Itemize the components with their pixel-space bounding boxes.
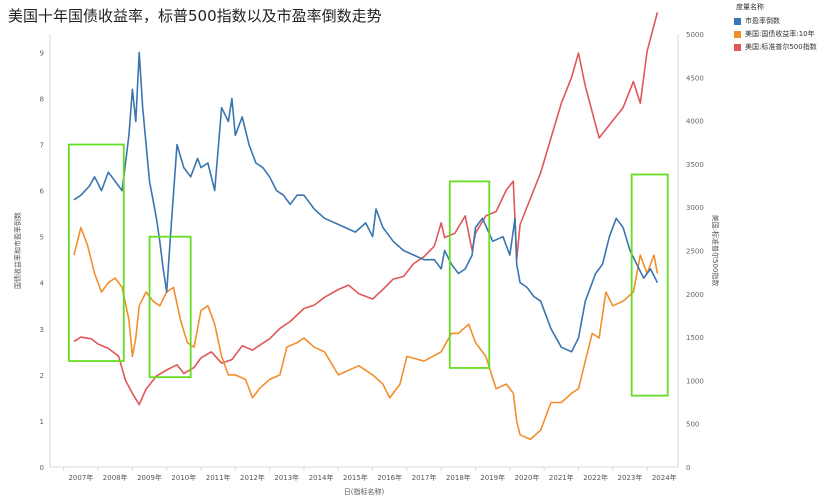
x-axis-title: 日(指标名称) bbox=[344, 487, 385, 496]
right-tick-label: 4500 bbox=[686, 74, 704, 82]
series-line-sp500 bbox=[73, 12, 659, 406]
left-tick-label: 9 bbox=[40, 49, 44, 57]
x-tick-label: 2013年 bbox=[274, 473, 299, 482]
highlight-box bbox=[148, 235, 192, 379]
right-tick-label: 2500 bbox=[686, 248, 704, 256]
legend: 度量名称 市盈率倒数 美国:国债收益率:10年 美国:标准普尔500指数 bbox=[734, 2, 828, 55]
legend-swatch-treasury-10y bbox=[734, 30, 741, 38]
left-tick-label: 3 bbox=[40, 326, 44, 334]
x-tick-label: 2016年 bbox=[377, 473, 402, 482]
x-tick-label: 2011年 bbox=[206, 473, 231, 482]
right-axis-title: 美国:标准普尔500指数 bbox=[711, 215, 720, 287]
right-tick-label: 500 bbox=[686, 421, 699, 429]
x-tick-label: 2018年 bbox=[446, 473, 471, 482]
x-tick-label: 2017年 bbox=[412, 473, 437, 482]
right-tick-label: 2000 bbox=[686, 291, 704, 299]
highlight-box bbox=[630, 173, 669, 397]
left-tick-label: 4 bbox=[40, 280, 45, 288]
right-tick-label: 3500 bbox=[686, 161, 704, 169]
x-tick-label: 2015年 bbox=[343, 473, 368, 482]
right-tick-label: 1500 bbox=[686, 334, 704, 342]
x-tick-label: 2007年 bbox=[68, 473, 93, 482]
left-tick-label: 1 bbox=[40, 418, 44, 426]
x-tick-label: 2021年 bbox=[549, 473, 574, 482]
x-tick-label: 2022年 bbox=[583, 473, 608, 482]
series-line-treasury-10y bbox=[73, 226, 659, 441]
legend-item-treasury-10y[interactable]: 美国:国债收益率:10年 bbox=[734, 29, 828, 39]
x-tick-label: 2019年 bbox=[480, 473, 505, 482]
highlight-box bbox=[448, 180, 491, 369]
left-tick-label: 6 bbox=[40, 188, 45, 196]
legend-label-sp500: 美国:标准普尔500指数 bbox=[745, 43, 817, 51]
chart-title: 美国十年国债收益率，标普500指数以及市盈率倒数走势 bbox=[8, 7, 382, 25]
left-tick-label: 2 bbox=[40, 372, 44, 380]
x-tick-label: 2012年 bbox=[240, 473, 265, 482]
right-tick-label: 5000 bbox=[686, 31, 704, 39]
x-tick-label: 2014年 bbox=[309, 473, 334, 482]
x-tick-label: 2020年 bbox=[515, 473, 540, 482]
x-tick-label: 2008年 bbox=[103, 473, 128, 482]
series-line-pe-inverse bbox=[73, 51, 659, 353]
right-tick-label: 0 bbox=[686, 464, 690, 472]
legend-swatch-sp500 bbox=[734, 43, 741, 51]
x-tick-label: 2010年 bbox=[171, 473, 196, 482]
legend-title: 度量名称 bbox=[736, 3, 764, 11]
legend-swatch-pe-inverse bbox=[734, 17, 741, 25]
x-tick-label: 2009年 bbox=[137, 473, 162, 482]
right-tick-label: 3000 bbox=[686, 204, 704, 212]
legend-item-pe-inverse[interactable]: 市盈率倒数 bbox=[734, 16, 828, 26]
left-tick-label: 0 bbox=[40, 464, 44, 472]
right-tick-label: 4000 bbox=[686, 118, 704, 126]
x-tick-label: 2023年 bbox=[618, 473, 643, 482]
legend-label-pe-inverse: 市盈率倒数 bbox=[745, 17, 780, 25]
legend-item-sp500[interactable]: 美国:标准普尔500指数 bbox=[734, 42, 828, 52]
left-tick-label: 8 bbox=[40, 95, 44, 103]
x-tick-label: 2024年 bbox=[652, 473, 677, 482]
highlight-box bbox=[67, 143, 125, 362]
right-tick-label: 1000 bbox=[686, 377, 704, 385]
legend-label-treasury-10y: 美国:国债收益率:10年 bbox=[745, 30, 815, 38]
left-axis-title: 国债收益率和市盈率倒数 bbox=[13, 212, 22, 289]
left-tick-label: 5 bbox=[40, 234, 44, 242]
left-tick-label: 7 bbox=[40, 142, 44, 150]
